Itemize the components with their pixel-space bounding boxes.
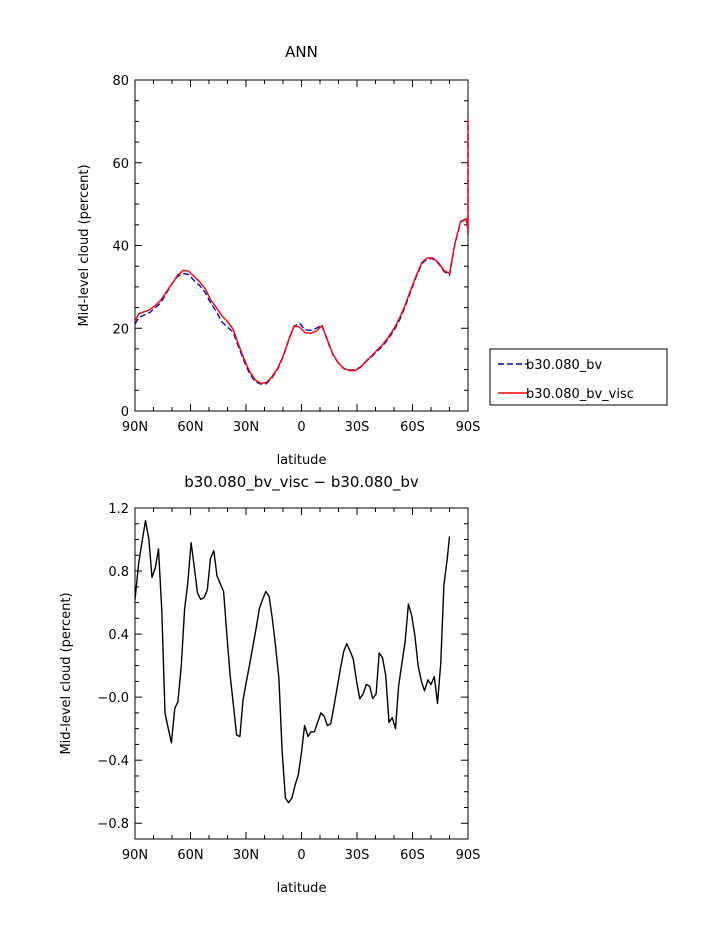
y-tick-label: −0.4 bbox=[97, 754, 129, 769]
chart-bottom: b30.080_bv_visc − b30.080_bv latitude Mi… bbox=[59, 473, 480, 896]
y-tick-label: −0.0 bbox=[97, 691, 129, 706]
x-tick-label: 60S bbox=[400, 420, 425, 435]
series-line-b30-080-bv-visc bbox=[134, 119, 469, 384]
x-tick-label: 90S bbox=[456, 420, 481, 435]
plot-frame bbox=[134, 79, 469, 412]
y-axis-label: Mid-level cloud (percent) bbox=[59, 592, 74, 754]
x-tick-label: 60N bbox=[177, 420, 203, 435]
y-tick-label: 0.8 bbox=[108, 565, 129, 580]
x-tick-label: 30N bbox=[233, 420, 259, 435]
y-tick-label: 80 bbox=[112, 74, 129, 89]
x-tick-label: 0 bbox=[297, 848, 305, 863]
y-axis-label: Mid-level cloud (percent) bbox=[77, 164, 92, 326]
plot-frame bbox=[134, 507, 469, 840]
x-tick-label: 90S bbox=[456, 848, 481, 863]
legend-box bbox=[489, 348, 668, 406]
y-tick-label: 60 bbox=[112, 157, 129, 172]
chart-title: ANN bbox=[285, 43, 318, 61]
x-tick-label: 90N bbox=[122, 848, 148, 863]
legend-label-b30-080-bv: b30.080_bv bbox=[526, 358, 602, 373]
y-tick-label: 1.2 bbox=[108, 502, 129, 517]
x-tick-label: 60S bbox=[400, 848, 425, 863]
series-line-b30-080-bv bbox=[134, 121, 469, 385]
x-tick-label: 90N bbox=[122, 420, 148, 435]
chart-top: ANN latitude Mid-level cloud (percent) 9… bbox=[77, 43, 480, 468]
y-tick-label: 20 bbox=[112, 322, 129, 337]
series-line-difference bbox=[134, 519, 451, 804]
legend-label-b30-080-bv-visc: b30.080_bv_visc bbox=[526, 387, 634, 402]
y-tick-label: 0.4 bbox=[108, 628, 129, 643]
x-axis-label: latitude bbox=[277, 453, 327, 468]
x-tick-label: 30N bbox=[233, 848, 259, 863]
x-tick-label: 60N bbox=[177, 848, 203, 863]
y-tick-label: 0 bbox=[121, 405, 129, 420]
x-tick-label: 30S bbox=[345, 420, 370, 435]
legend: b30.080_bv b30.080_bv_visc bbox=[489, 348, 668, 406]
y-tick-label: −0.8 bbox=[97, 817, 129, 832]
x-tick-label: 0 bbox=[297, 420, 305, 435]
chart-title: b30.080_bv_visc − b30.080_bv bbox=[184, 473, 419, 492]
x-axis-label: latitude bbox=[277, 881, 327, 896]
y-tick-label: 40 bbox=[112, 240, 129, 255]
x-tick-label: 30S bbox=[345, 848, 370, 863]
